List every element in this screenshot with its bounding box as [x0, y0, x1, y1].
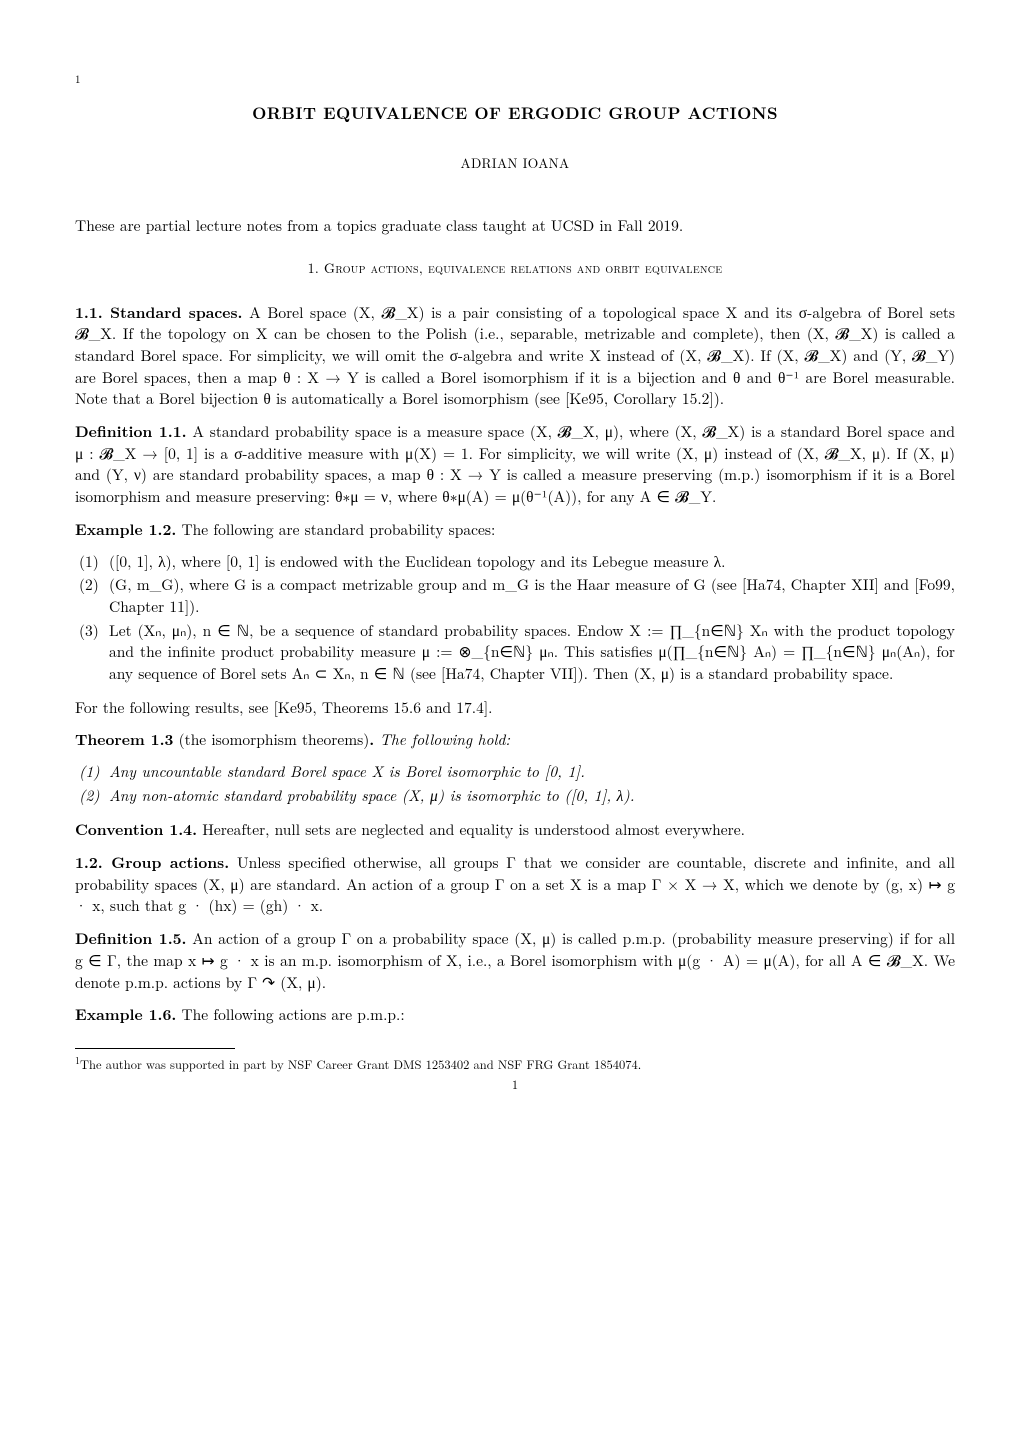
- theorem-1-3-list: (1) Any uncountable standard Borel space …: [75, 761, 955, 806]
- post-example-line: For the following results, see [Ke95, Th…: [75, 697, 955, 719]
- definition-1-5-label: Definition 1.5.: [75, 926, 187, 949]
- list-item: (2)Any non-atomic standard probability s…: [109, 785, 955, 807]
- footnote-1: 1The author was supported in part by NSF…: [75, 1053, 955, 1074]
- footnote-text: The author was supported in part by NSF …: [80, 1055, 641, 1073]
- list-item-text: Let (Xₙ, μₙ), n ∈ ℕ, be a sequence of st…: [109, 620, 955, 684]
- subsection-1-2-label: 1.2. Group actions.: [75, 850, 229, 873]
- example-1-2-label: Example 1.2.: [75, 517, 176, 540]
- section-1-heading: 1. Group actions, equivalence relations …: [75, 259, 955, 279]
- author-name: ADRIAN IOANA: [75, 154, 955, 173]
- theorem-1-3-paren: (the isomorphism theorems): [173, 729, 369, 750]
- example-1-6-label: Example 1.6.: [75, 1002, 176, 1025]
- list-item: (3)Let (Xₙ, μₙ), n ∈ ℕ, be a sequence of…: [109, 620, 955, 685]
- subsection-1-1: 1.1. Standard spaces. A Borel space (X, …: [75, 301, 955, 410]
- paper-title: ORBIT EQUIVALENCE OF ERGODIC GROUP ACTIO…: [75, 101, 955, 124]
- example-1-2-text: The following are standard probability s…: [176, 519, 495, 540]
- definition-1-1: Definition 1.1. A standard probability s…: [75, 420, 955, 508]
- example-1-6: Example 1.6. The following actions are p…: [75, 1003, 955, 1026]
- list-item: (2)(G, m_G), where G is a compact metriz…: [109, 574, 955, 617]
- list-number: (2): [79, 785, 100, 807]
- list-number: (1): [79, 761, 100, 783]
- intro-paragraph: These are partial lecture notes from a t…: [75, 215, 955, 237]
- list-number: (1): [79, 551, 99, 573]
- list-item-text: ([0, 1], λ), where [0, 1] is endowed wit…: [109, 551, 725, 572]
- list-number: (2): [79, 574, 99, 596]
- definition-1-1-label: Definition 1.1.: [75, 419, 187, 442]
- example-1-2-list: (1) ([0, 1], λ), where [0, 1] is endowed …: [75, 551, 955, 685]
- convention-1-4-label: Convention 1.4.: [75, 817, 197, 840]
- example-1-2-intro: Example 1.2. The following are standard …: [75, 518, 955, 541]
- subsection-1-2: 1.2. Group actions. Unless specified oth…: [75, 851, 955, 917]
- top-footnote-marker: 1: [75, 72, 955, 87]
- definition-1-5-text: An action of a group Γ on a probability …: [75, 928, 955, 992]
- list-item-text: Any non-atomic standard probability spac…: [109, 785, 634, 806]
- list-item: (1)([0, 1], λ), where [0, 1] is endowed …: [109, 551, 955, 573]
- theorem-1-3-label: Theorem 1.3: [75, 727, 173, 750]
- subsection-1-1-label: 1.1. Standard spaces.: [75, 300, 242, 323]
- definition-1-1-text: A standard probability space is a measur…: [75, 421, 955, 507]
- page-number: 1: [75, 1076, 955, 1094]
- definition-1-5: Definition 1.5. An action of a group Γ o…: [75, 927, 955, 993]
- theorem-1-3-follow: The following hold:: [374, 729, 510, 750]
- list-item-text: (G, m_G), where G is a compact metrizabl…: [109, 574, 955, 617]
- list-number: (3): [79, 620, 99, 642]
- theorem-1-3-intro: Theorem 1.3 (the isomorphism theorems). …: [75, 728, 955, 751]
- example-1-6-text: The following actions are p.m.p.:: [176, 1004, 404, 1025]
- convention-1-4-text: Hereafter, null sets are neglected and e…: [197, 819, 745, 840]
- list-item: (1)Any uncountable standard Borel space …: [109, 761, 955, 783]
- footnote-rule: [75, 1048, 235, 1049]
- convention-1-4: Convention 1.4. Hereafter, null sets are…: [75, 818, 955, 841]
- list-item-text: Any uncountable standard Borel space X i…: [109, 761, 585, 782]
